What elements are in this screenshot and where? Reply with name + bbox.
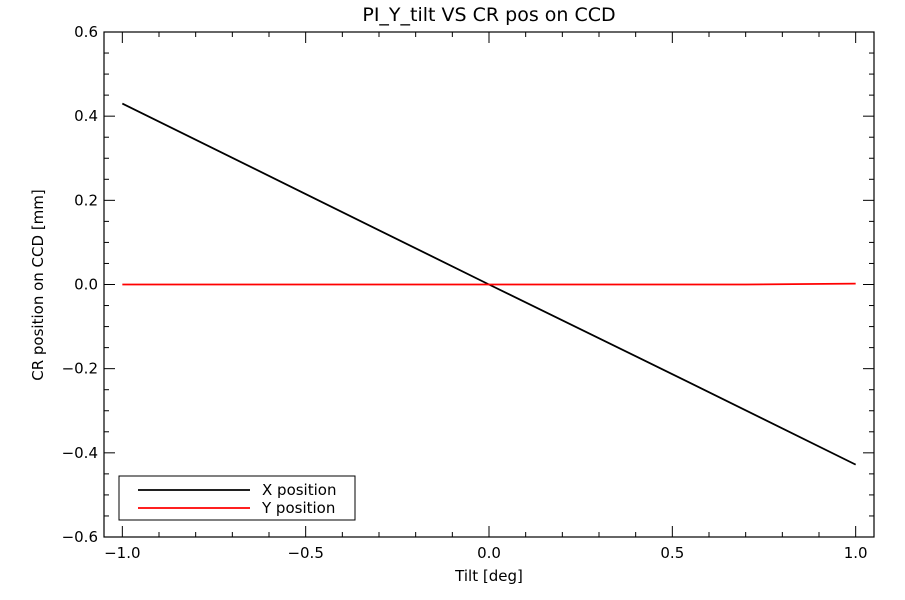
legend-label-2: Y position xyxy=(261,499,335,517)
y-tick-label: 0.4 xyxy=(74,107,98,125)
x-tick-label: −1.0 xyxy=(104,544,140,562)
y-tick-label: 0.2 xyxy=(74,191,98,209)
x-tick-label: 0.0 xyxy=(477,544,501,562)
x-tick-label: 0.5 xyxy=(660,544,684,562)
legend-box xyxy=(118,475,356,521)
y-tick-label: 0.6 xyxy=(74,23,98,41)
x-tick-label: 1.0 xyxy=(844,544,868,562)
y-tick-label: −0.4 xyxy=(62,444,98,462)
series-line-2 xyxy=(122,282,856,286)
y-tick-label: 0.0 xyxy=(74,276,98,294)
series-lines xyxy=(121,102,857,466)
y-tick-label: −0.2 xyxy=(62,360,98,378)
legend-label-1: X position xyxy=(262,481,336,499)
y-axis-label: CR position on CCD [mm] xyxy=(29,189,47,381)
tick-labels: −1.0 −0.5 0.0 0.5 1.0 −0.6 −0.4 −0.2 0.0 0.2 0.4 0.… xyxy=(62,23,868,562)
chart-title: PI_Y_tilt VS CR pos on CCD xyxy=(362,4,615,26)
x-axis-label: Tilt [deg] xyxy=(454,567,523,585)
axis-ticks xyxy=(104,31,874,538)
y-tick-label: −0.6 xyxy=(62,528,98,546)
x-tick-label: −0.5 xyxy=(287,544,323,562)
